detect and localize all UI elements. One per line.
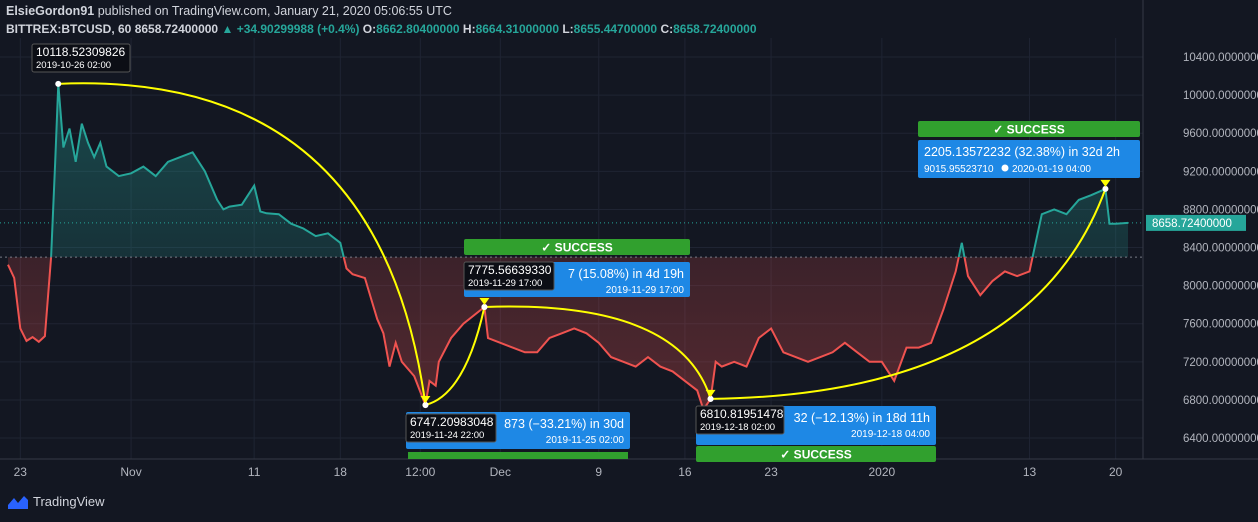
info-box-date: 2020-01-19 04:00 [1012, 164, 1091, 175]
x-tick-label: 23 [764, 465, 778, 479]
success-label: ✓ SUCCESS [541, 241, 612, 255]
x-tick-label: Nov [120, 465, 141, 479]
symbol-label: BITTREX:BTCUSD, 60 [6, 22, 132, 36]
arrow-head-icon [479, 298, 490, 306]
brand-name: TradingView [33, 494, 105, 509]
x-tick-label: 2020 [868, 465, 895, 479]
area-below-baseline [8, 257, 1033, 410]
info-box-text: 2205.13572232 (32.38%) in 32d 2h [924, 145, 1120, 159]
x-tick-label: Dec [490, 465, 511, 479]
high-value: 8664.31000000 [475, 22, 559, 36]
anchor-point [55, 80, 62, 87]
success-banner [696, 446, 936, 462]
change-up-icon: ▲ [221, 22, 234, 36]
x-tick-label: 9 [595, 465, 602, 479]
arrow-head-icon [420, 395, 431, 403]
target-point [422, 401, 429, 408]
y-tick-label: 9600.00000000 [1183, 128, 1258, 140]
x-tick-label: 23 [14, 465, 28, 479]
arrow-head-icon [1100, 179, 1111, 187]
target-point [1102, 185, 1109, 192]
y-tick-label: 9200.00000000 [1183, 166, 1258, 178]
author-name[interactable]: ElsieGordon91 [6, 4, 95, 18]
tooltip-price: 6747.20983048 [410, 415, 494, 429]
success-banner [464, 239, 690, 255]
clock-icon [1001, 164, 1009, 172]
point-tooltip [695, 405, 785, 435]
y-tick-label: 6400.00000000 [1183, 433, 1258, 445]
published-text: published on TradingView.com, January 21… [97, 4, 452, 18]
x-tick-label: 16 [678, 465, 692, 479]
y-tick-label: 8400.00000000 [1183, 243, 1258, 255]
tooltip-price: 6810.81951478 [700, 407, 784, 421]
info-box-subtext: 2019-11-25 02:00 [546, 435, 625, 446]
ohlc-legend: BITTREX:BTCUSD, 60 8658.72400000 ▲ +34.9… [6, 22, 757, 36]
info-box-subtext: 9015.95523710 [924, 164, 994, 175]
projection-arc-1 [58, 82, 427, 406]
open-label: O: [362, 22, 377, 36]
price-change: +34.90299988 (+0.4%) [236, 22, 360, 36]
info-box-text: 32 (−12.13%) in 18d 11h [794, 411, 930, 425]
last-price-tag [1146, 214, 1246, 231]
tooltip-date: 2019-10-26 02:00 [36, 60, 111, 71]
success-label: ✓ SUCCESS [780, 448, 851, 462]
info-box-subtext: 2019-12-18 04:00 [851, 429, 930, 440]
info-box [918, 140, 1140, 178]
price-line-up [50, 83, 1129, 258]
success-banner [918, 121, 1140, 137]
tooltip-price: 7775.56639330 [468, 263, 552, 277]
info-box-text: 7 (15.08%) in 4d 19h [568, 267, 684, 281]
x-tick-label: 20 [1109, 465, 1123, 479]
y-tick-label: 10000.00000000 [1183, 90, 1258, 102]
projection-arc-2 [425, 306, 486, 406]
close-value: 8658.72400000 [673, 22, 757, 36]
tooltip-date: 2019-11-29 17:00 [468, 278, 542, 289]
point-tooltip [463, 261, 555, 291]
y-tick-label: 7600.00000000 [1183, 319, 1258, 331]
target-point [707, 395, 714, 402]
y-tick-label: 6800.00000000 [1183, 395, 1258, 407]
projection-arc-3 [484, 305, 712, 400]
x-tick-label: 13 [1023, 465, 1037, 479]
target-point [481, 304, 488, 311]
y-tick-label: 8000.00000000 [1183, 281, 1258, 293]
y-tick-label: 7200.00000000 [1183, 357, 1258, 369]
close-label: C: [660, 22, 674, 36]
projection-arc-4 [710, 188, 1107, 400]
point-tooltip [31, 43, 131, 73]
arrow-head-icon [705, 389, 716, 397]
x-tick-label: 12:00 [405, 465, 435, 479]
footer-brand[interactable]: TradingView [8, 494, 105, 509]
info-box-subtext: 2019-11-29 17:00 [606, 285, 685, 296]
y-tick-label: 8800.00000000 [1183, 204, 1258, 216]
x-tick-label: 11 [248, 465, 261, 479]
low-value: 8655.44700000 [573, 22, 658, 36]
area-above-baseline [8, 83, 1128, 258]
open-value: 8662.80400000 [376, 22, 460, 36]
last-price-tag-label: 8658.72400000 [1152, 218, 1232, 230]
x-tick-label: 18 [334, 465, 348, 479]
point-tooltip [405, 413, 497, 443]
high-label: H: [462, 22, 476, 36]
price-line-down [7, 257, 1034, 412]
publish-info: ElsieGordon91 published on TradingView.c… [6, 4, 452, 18]
low-label: L: [562, 22, 574, 36]
success-banner-partial [408, 452, 628, 459]
tradingview-logo-icon [8, 495, 28, 509]
tooltip-date: 2019-12-18 02:00 [700, 422, 775, 433]
tooltip-date: 2019-11-24 22:00 [410, 430, 484, 441]
tooltip-price: 10118.52309826 [36, 45, 126, 59]
info-box-text: 873 (−33.21%) in 30d [504, 417, 624, 431]
success-label: ✓ SUCCESS [993, 123, 1064, 137]
last-price: 8658.72400000 [134, 22, 219, 36]
y-tick-label: 10400.00000000 [1183, 52, 1258, 64]
